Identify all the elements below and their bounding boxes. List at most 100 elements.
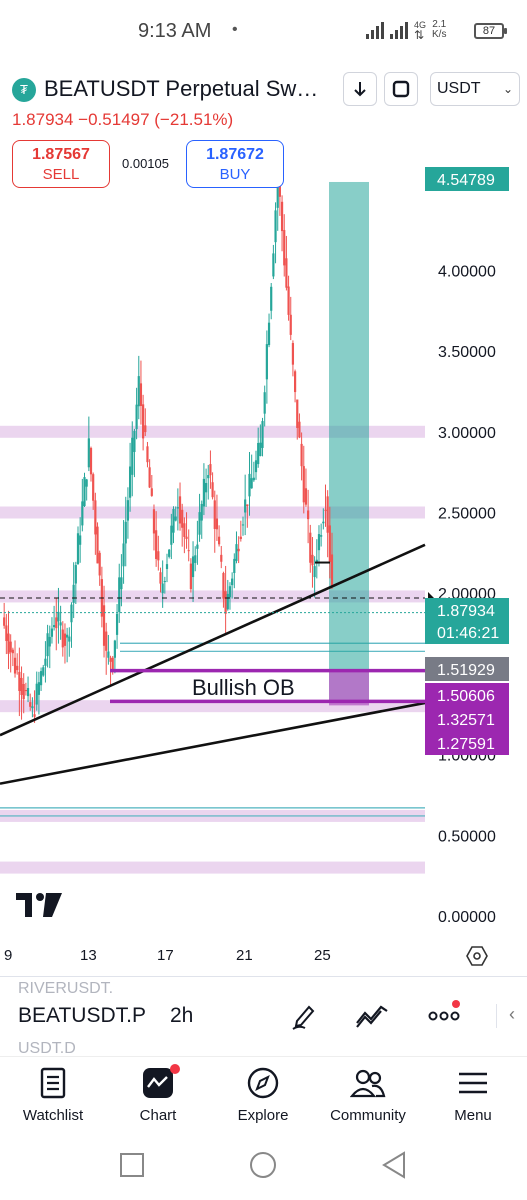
candle-body xyxy=(155,530,158,559)
candle-body xyxy=(142,404,145,439)
x-axis: 9 13 17 21 25 xyxy=(0,944,527,972)
interval-selector[interactable]: 2h xyxy=(170,1004,194,1027)
network-type: 4G xyxy=(414,19,427,30)
sell-button[interactable]: 1.87567 SELL xyxy=(12,140,110,188)
candle-body xyxy=(267,322,271,346)
price-label-bg xyxy=(425,683,509,707)
candle-body xyxy=(126,500,130,521)
support-resistance-band xyxy=(0,425,425,438)
candle-body xyxy=(231,578,234,586)
candle-body xyxy=(200,503,203,521)
price-label: 1.32571 xyxy=(437,712,495,729)
spread-value: 0.00105 xyxy=(122,156,169,171)
candle-body xyxy=(313,566,316,578)
candle-body xyxy=(111,657,114,670)
symbol-title[interactable]: BEATUSDT Perpetual Sw… xyxy=(44,76,319,101)
candle-body xyxy=(29,702,32,707)
candle-body xyxy=(72,584,75,603)
candle-body xyxy=(96,526,99,564)
status-dot: • xyxy=(232,21,238,38)
candle-body xyxy=(83,477,86,507)
chevron-down-icon: ⌄ xyxy=(502,82,513,96)
candle-body xyxy=(7,633,10,654)
symbol-selector[interactable]: BEATUSDT.P xyxy=(18,1004,146,1027)
y-axis-tick: 4.00000 xyxy=(438,263,496,280)
candle-body xyxy=(85,479,88,487)
signal-icon-2 xyxy=(390,21,408,39)
battery-icon: 87 xyxy=(474,23,507,39)
drawing-tool-button[interactable] xyxy=(284,998,324,1034)
nav-community[interactable]: Community xyxy=(318,1063,418,1124)
chart-settings-button[interactable] xyxy=(465,944,489,974)
more-options-button[interactable] xyxy=(424,998,464,1034)
trend-line-upper xyxy=(0,543,426,737)
candle-body xyxy=(174,516,177,521)
candle-body xyxy=(87,438,90,468)
chevron-left-icon[interactable]: ‹ xyxy=(496,1004,527,1028)
candle-body xyxy=(113,640,116,658)
currency-select[interactable]: USDT ⌄ xyxy=(430,72,520,106)
candle-body xyxy=(302,466,305,503)
chart-area[interactable]: Bullish OB 4.00000 3.50000 3.00000 2.50000 2.… xyxy=(0,134,527,974)
bullish-ob-label: Bullish OB xyxy=(192,675,295,700)
candle-body xyxy=(94,500,97,535)
signal-icon xyxy=(366,21,384,39)
candle-body xyxy=(228,586,232,598)
buy-button[interactable]: 1.87672 BUY xyxy=(186,140,284,188)
candle-body xyxy=(241,524,245,526)
candle-body xyxy=(92,474,95,501)
candle-body xyxy=(178,496,182,524)
support-resistance-band xyxy=(0,700,425,713)
nav-chart[interactable]: Chart xyxy=(108,1063,208,1124)
fullscreen-button[interactable] xyxy=(384,72,418,106)
nav-explore[interactable]: Explore xyxy=(213,1063,313,1124)
candle-body xyxy=(79,535,82,545)
candle-body xyxy=(148,467,151,488)
nav-label: Explore xyxy=(237,1107,289,1124)
candle-body xyxy=(183,523,186,537)
candle-body xyxy=(133,430,136,452)
home-icon xyxy=(250,1152,276,1178)
x-tick: 21 xyxy=(236,947,253,964)
price-label-bg xyxy=(425,167,509,191)
speed-value: 2.1 xyxy=(432,19,447,30)
candle-body xyxy=(3,617,6,626)
down-arrow-button[interactable] xyxy=(343,72,377,106)
candle-body xyxy=(63,633,67,646)
nav-label: Community xyxy=(330,1107,406,1124)
symbol-toolbar xyxy=(0,976,527,1056)
indicators-button[interactable] xyxy=(352,998,392,1034)
candle-body xyxy=(330,554,334,587)
y-axis-tick: 3.50000 xyxy=(438,344,496,361)
nav-label: Menu xyxy=(454,1107,492,1124)
candlestick-chart[interactable]: Bullish OB4.000003.500003.000002.500002.… xyxy=(0,134,527,974)
candle-body xyxy=(324,509,327,511)
candle-body xyxy=(252,477,255,481)
candle-body xyxy=(137,376,140,407)
candle-body xyxy=(311,554,314,566)
candle-body xyxy=(55,617,58,629)
price-label: 1.50606 xyxy=(437,688,495,705)
candle-body xyxy=(37,682,41,695)
candle-body xyxy=(172,508,175,533)
candle-body xyxy=(220,554,223,562)
candle-body xyxy=(105,631,108,651)
y-axis-tick: 2.50000 xyxy=(438,506,496,523)
speed-unit: K/s xyxy=(432,29,447,40)
more-dots-icon xyxy=(428,1011,460,1021)
candle-body xyxy=(326,496,329,533)
candle-body xyxy=(218,536,221,545)
candle-body xyxy=(209,464,212,476)
nav-watchlist[interactable]: Watchlist xyxy=(3,1063,103,1124)
candle-body xyxy=(291,343,295,365)
candle-body xyxy=(189,563,192,590)
candle-body xyxy=(165,564,169,569)
price-label-bg xyxy=(425,657,509,681)
fullscreen-icon xyxy=(392,80,410,98)
nav-menu[interactable]: Menu xyxy=(423,1063,523,1124)
candle-body xyxy=(44,658,47,666)
indicators-icon xyxy=(356,1005,388,1028)
watchlist-icon xyxy=(40,1067,66,1099)
y-axis-tick: 0.00000 xyxy=(438,909,496,926)
candle-body xyxy=(139,383,143,406)
